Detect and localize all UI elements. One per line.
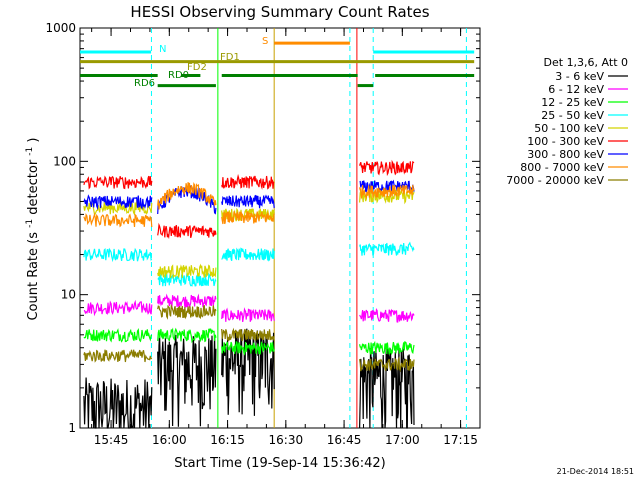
series-line	[157, 222, 217, 240]
series-line	[221, 327, 275, 342]
series-line	[359, 159, 415, 177]
legend-label: 100 - 300 keV	[527, 135, 604, 148]
legend-label: 50 - 100 keV	[534, 122, 604, 135]
y-axis-label-main: Count Rate (s	[26, 232, 41, 321]
y-axis-label-end: )	[26, 137, 41, 142]
state-label-fd1: FD1	[220, 52, 240, 63]
plot-area: 1 10 100 1000 15:45 16:00 16:15 16:30 16:45 17:00…	[45, 21, 481, 447]
series-line	[359, 356, 415, 373]
series-line	[157, 327, 217, 344]
x-tick-label: 16:15	[210, 433, 245, 447]
series-line	[221, 307, 275, 322]
series-line	[221, 173, 275, 190]
series-line	[359, 348, 415, 429]
series-line	[83, 247, 153, 263]
legend-label: 6 - 12 keV	[548, 83, 604, 96]
y-axis-label: Count Rate (s -1 detector -1 )	[21, 137, 41, 320]
series-line	[359, 340, 415, 356]
state-label-fd2: FD2	[187, 62, 207, 73]
state-label-n: N	[159, 44, 166, 55]
timestamp: 21-Dec-2014 18:51	[557, 467, 634, 476]
series-6-12-kev	[83, 293, 415, 323]
chart-title: HESSI Observing Summary Count Rates	[130, 3, 429, 21]
series-line	[359, 184, 415, 200]
series-line	[83, 212, 153, 228]
legend-title: Det 1,3,6, Att 0	[544, 56, 628, 69]
series-800-7000-kev	[83, 182, 415, 228]
series-line	[157, 334, 217, 427]
state-label-rd0: RD0	[168, 70, 189, 81]
series-line	[83, 349, 153, 363]
series-line	[221, 328, 275, 416]
series-line	[157, 293, 217, 309]
series-line	[157, 303, 217, 320]
series-line	[359, 241, 415, 256]
x-tick-label: 16:00	[152, 433, 187, 447]
legend-label: 3 - 6 keV	[555, 70, 604, 83]
plot-frame	[79, 27, 481, 429]
series-100-300-kev	[83, 159, 415, 240]
state-label-rd6: RD6	[134, 78, 155, 89]
series-line	[83, 377, 153, 429]
legend-label: 25 - 50 keV	[541, 109, 604, 122]
series-line	[157, 182, 217, 210]
state-label-s: S	[262, 36, 268, 47]
x-tick-label: 17:00	[385, 433, 420, 447]
legend-label: 12 - 25 keV	[541, 96, 604, 109]
x-tick-label: 17:15	[443, 433, 478, 447]
series-line	[83, 194, 153, 211]
x-tick-label: 15:45	[94, 433, 129, 447]
series-line	[221, 211, 275, 225]
y-tick-label: 1000	[45, 21, 76, 35]
y-axis-label-mid: detector	[26, 159, 41, 215]
legend-label: 300 - 800 keV	[527, 148, 604, 161]
x-tick-label: 16:45	[327, 433, 362, 447]
x-tick-label: 16:30	[269, 433, 304, 447]
series-line	[221, 340, 275, 356]
series-line	[83, 327, 153, 343]
series-12-25-kev	[83, 327, 415, 356]
y-axis-label-exp1: -1	[25, 219, 35, 228]
series-7000-20000-kev	[83, 303, 415, 373]
series-line	[83, 299, 153, 317]
legend-label: 800 - 7000 keV	[520, 161, 604, 174]
series-25-50-kev	[83, 241, 415, 287]
series-3-6-kev	[83, 328, 415, 429]
series-line	[83, 175, 153, 190]
y-tick-label: 100	[53, 154, 76, 168]
series-line	[221, 194, 275, 209]
y-tick-label: 10	[61, 288, 76, 302]
x-axis-label: Start Time (19-Sep-14 15:36:42)	[174, 456, 385, 471]
legend-label: 7000 - 20000 keV	[506, 174, 604, 187]
y-tick-label: 1	[68, 421, 76, 435]
series-line	[359, 308, 415, 323]
y-axis-label-exp2: -1	[25, 147, 35, 156]
series-line	[157, 263, 217, 280]
series-line	[221, 247, 275, 262]
